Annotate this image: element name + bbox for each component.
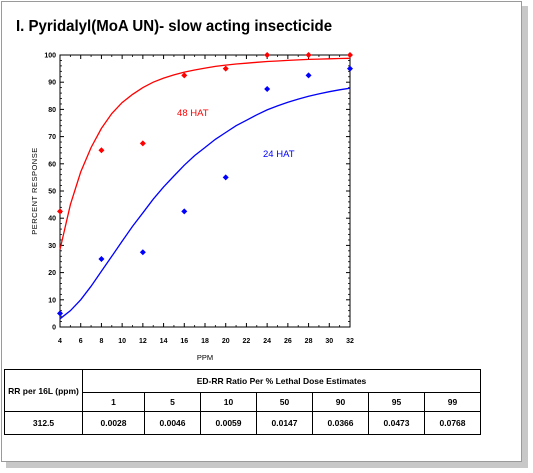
x-tick-label: 28 [305,338,313,345]
col-header: 1 [82,392,145,412]
series-label: 48 HAT [177,108,209,119]
col-header: 10 [200,392,257,412]
data-point [347,65,353,72]
lethal-dose-table: RR per 16L (ppm) ED-RR Ratio Per % Letha… [4,369,481,435]
data-point [305,72,312,79]
x-tick-label: 22 [243,338,251,345]
group-header: ED-RR Ratio Per % Lethal Dose Estimates [82,369,481,393]
x-tick-label: 14 [160,338,168,345]
data-point [305,52,312,58]
y-tick-label: 40 [48,216,56,223]
col-header: 50 [256,392,313,412]
x-tick-label: 16 [180,338,188,345]
data-point [222,174,229,181]
y-tick-label: 20 [48,270,56,277]
data-point [347,52,353,58]
y-tick-label: 0 [52,325,56,332]
table-cell: 0.0059 [200,411,257,435]
slide-title: I. Pyridalyl(MoA UN)- slow acting insect… [16,18,333,35]
series-label: 24 HAT [263,149,295,160]
y-tick-label: 10 [48,297,56,304]
x-tick-label: 26 [284,338,292,345]
x-tick-label: 10 [118,338,126,345]
data-point [264,52,271,58]
x-tick-label: 8 [99,338,103,345]
table-cell: 0.0366 [312,411,369,435]
data-point [264,86,271,92]
y-axis-label: PERCENT RESPONSE [30,147,39,234]
y-tick-label: 80 [48,107,56,114]
y-tick-label: 70 [48,134,56,141]
table-cell: 0.0028 [82,411,145,435]
col-header: 90 [312,392,369,412]
data-point [98,147,105,154]
y-tick-label: 100 [44,53,56,60]
plot-frame [59,54,351,328]
x-tick-label: 4 [58,338,62,345]
series-fit-line [59,87,351,320]
data-point [181,72,188,79]
x-tick-label: 12 [139,338,147,345]
data-point [98,256,105,262]
y-tick-label: 60 [48,161,56,168]
table-cell: 0.0046 [144,411,201,435]
col-header: 99 [424,392,481,412]
rr-value: 312.5 [4,411,83,435]
table-cell: 0.0473 [368,411,425,435]
y-tick-label: 30 [48,243,56,250]
y-tick-label: 90 [48,80,56,87]
col-header: 95 [368,392,425,412]
x-tick-label: 24 [263,338,271,345]
table-cell: 0.0147 [256,411,313,435]
x-tick-label: 32 [346,338,354,345]
x-tick-label: 6 [79,338,83,345]
rr-header: RR per 16L (ppm) [4,369,83,412]
y-tick-label: 50 [48,189,56,196]
x-axis-label: PPM [197,353,213,362]
x-tick-label: 30 [325,338,333,345]
col-header: 5 [144,392,201,412]
series-fit-line [59,57,351,250]
data-point [139,140,146,147]
data-point [222,65,229,72]
x-tick-label: 18 [201,338,209,345]
x-tick-label: 20 [222,338,230,345]
data-point [57,310,63,317]
data-point [139,249,146,256]
data-point [181,208,188,215]
data-point [57,208,63,215]
table-cell: 0.0768 [424,411,481,435]
